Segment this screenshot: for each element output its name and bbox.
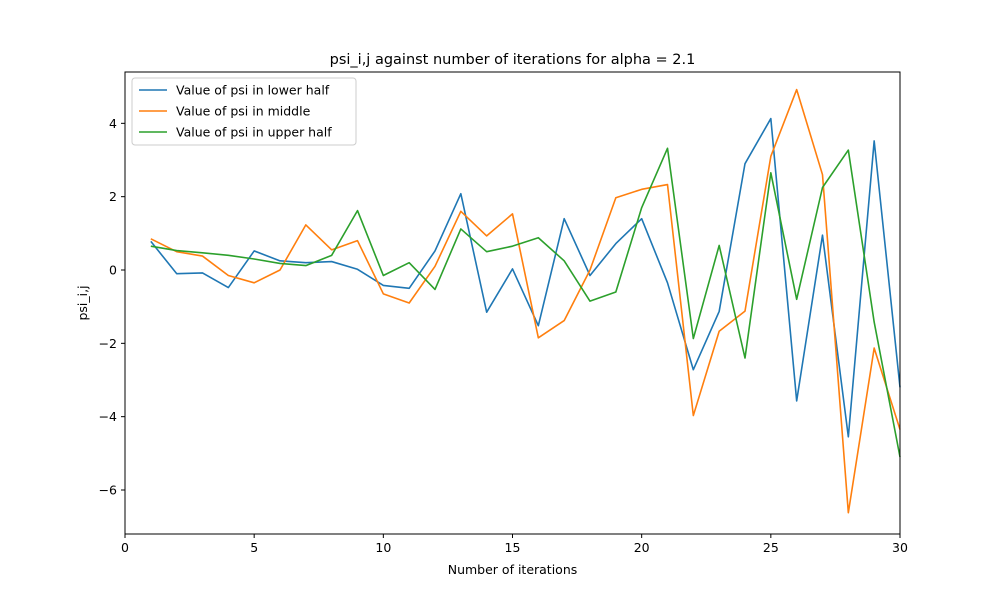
y-tick-label: −4 bbox=[99, 409, 117, 424]
y-tick-label: 0 bbox=[109, 263, 117, 278]
x-tick-label: 10 bbox=[375, 540, 391, 555]
y-axis-label: psi_i,j bbox=[75, 285, 90, 320]
series-line-lower-half bbox=[150, 117, 901, 438]
ticks-layer: 0 5 10 15 20 25 30 −6 −4 −2 0 2 4 bbox=[99, 116, 908, 555]
chart-title: psi_i,j against number of iterations for… bbox=[330, 52, 696, 68]
x-tick-label: 5 bbox=[250, 540, 258, 555]
x-tick-label: 15 bbox=[505, 540, 521, 555]
legend: Value of psi in lower half Value of psi … bbox=[131, 77, 357, 146]
plot-area bbox=[125, 72, 900, 534]
y-tick-label: −2 bbox=[99, 336, 117, 351]
series-line-middle bbox=[150, 88, 901, 514]
x-tick-label: 25 bbox=[763, 540, 779, 555]
legend-label-middle: Value of psi in middle bbox=[176, 104, 311, 119]
x-axis-label: Number of iterations bbox=[448, 562, 578, 577]
series-layer bbox=[150, 88, 901, 514]
y-tick-label: 2 bbox=[109, 189, 117, 204]
x-tick-label: 20 bbox=[634, 540, 650, 555]
legend-box bbox=[131, 77, 357, 146]
x-tick-label: 30 bbox=[892, 540, 908, 555]
y-tick-label: −6 bbox=[99, 483, 117, 498]
x-tick-label: 0 bbox=[121, 540, 129, 555]
y-tick-label: 4 bbox=[109, 116, 117, 131]
legend-label-lower-half: Value of psi in lower half bbox=[176, 83, 330, 98]
legend-label-upper-half: Value of psi in upper half bbox=[176, 125, 332, 140]
series-line-upper-half bbox=[150, 147, 901, 458]
